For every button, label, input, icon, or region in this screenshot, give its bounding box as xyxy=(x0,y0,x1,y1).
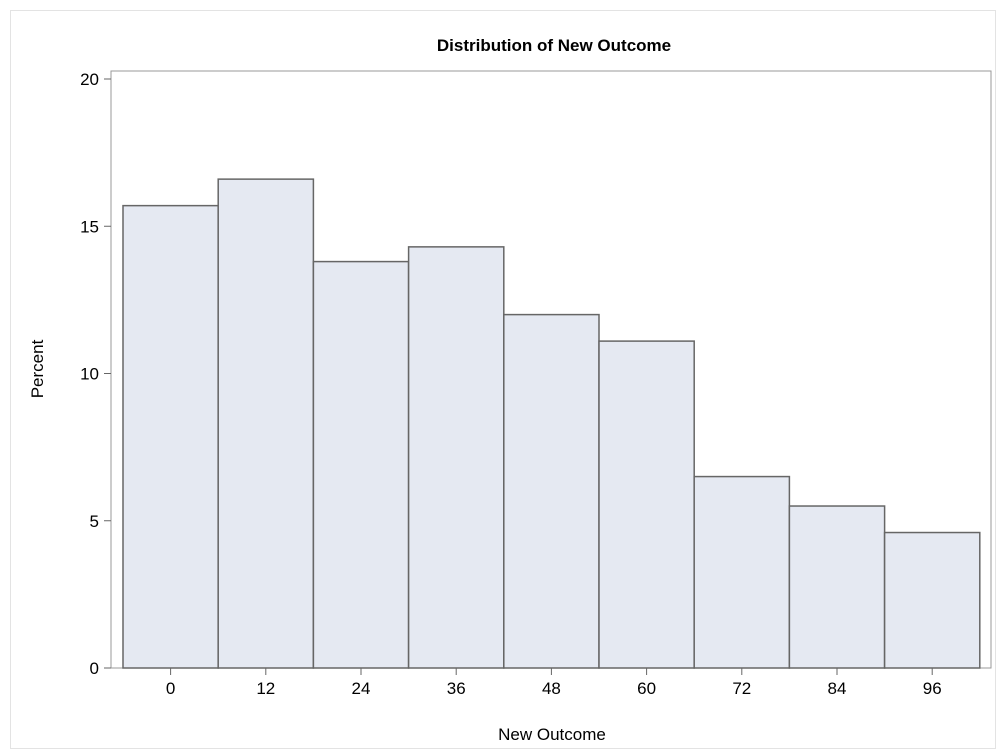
x-tick-label: 84 xyxy=(828,679,847,698)
chart-title: Distribution of New Outcome xyxy=(437,36,671,55)
x-tick-label: 24 xyxy=(352,679,371,698)
histogram-bar xyxy=(122,204,219,669)
x-axis: 0 12 24 36 48 60 72 84 96 xyxy=(166,668,942,698)
histogram-bar xyxy=(407,246,505,669)
histogram-bar xyxy=(503,313,600,669)
x-tick-label: 60 xyxy=(637,679,656,698)
histogram-bar xyxy=(883,531,981,669)
y-tick-label: 15 xyxy=(80,217,99,236)
y-tick-label: 0 xyxy=(90,659,99,678)
x-tick-label: 0 xyxy=(166,679,175,698)
bars-group xyxy=(122,178,981,669)
x-tick-label: 12 xyxy=(256,679,275,698)
y-tick-label: 5 xyxy=(90,512,99,531)
y-tick-label: 10 xyxy=(80,365,99,384)
x-tick-label: 36 xyxy=(447,679,466,698)
x-tick-label: 96 xyxy=(923,679,942,698)
x-tick-label: 48 xyxy=(542,679,561,698)
histogram-bar xyxy=(598,340,695,669)
y-axis: 0 5 10 15 20 xyxy=(80,70,111,678)
histogram-bar xyxy=(312,260,410,669)
histogram-bar xyxy=(217,178,315,669)
x-axis-label: New Outcome xyxy=(498,725,606,744)
y-tick-label: 20 xyxy=(80,70,99,89)
y-axis-label: Percent xyxy=(28,339,47,398)
histogram-bar xyxy=(788,505,886,669)
x-tick-label: 72 xyxy=(732,679,751,698)
histogram-bar xyxy=(693,475,791,669)
